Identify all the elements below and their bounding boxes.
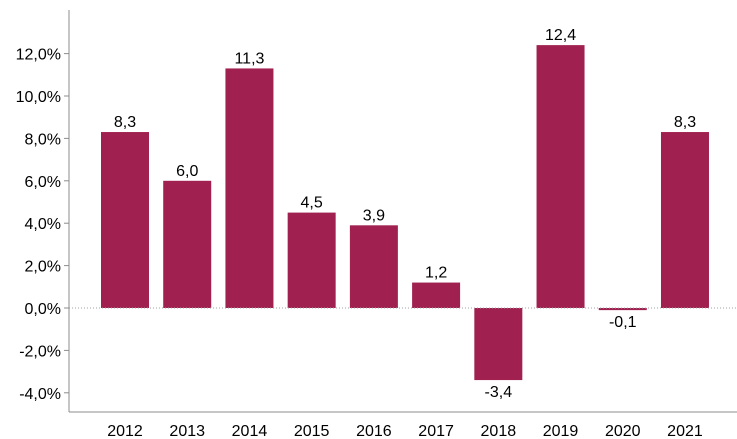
data-label: 8,3 (674, 114, 696, 131)
data-label: 11,3 (234, 50, 264, 67)
y-tick-label: -2,0% (19, 343, 61, 360)
x-tick-label: 2012 (107, 423, 143, 439)
data-labels: 8,3 6,0 11,3 4,5 3,9 1,2 -3,4 12,4 -0,1 8,3 (114, 27, 696, 401)
x-tick-label: 2013 (169, 423, 205, 439)
y-tick-label: -4,0% (19, 386, 61, 403)
y-tick-label: 10,0% (16, 89, 61, 106)
x-tick-label: 2015 (294, 423, 330, 439)
y-axis-ticks: -4,0% -2,0% 0,0% 2,0% 4,0% 6,0% 8,0% 10,0% 12,0% (16, 47, 69, 403)
bar (287, 212, 336, 308)
bar (536, 45, 585, 309)
x-axis-ticks: 2012 2013 2014 2015 2016 2017 2018 2019 2020 2021 (107, 423, 703, 439)
bar (598, 308, 647, 311)
x-tick-label: 2021 (667, 423, 703, 439)
y-tick-label: 2,0% (25, 259, 61, 276)
data-label: 4,5 (301, 195, 323, 212)
y-tick-label: 8,0% (25, 131, 61, 148)
y-tick-label: 0,0% (25, 301, 61, 318)
bar (412, 282, 461, 308)
data-label: 6,0 (176, 163, 198, 180)
x-tick-label: 2018 (481, 423, 517, 439)
data-label: 12,4 (545, 27, 576, 44)
bar (225, 68, 274, 308)
data-label: -3,4 (485, 384, 513, 401)
x-tick-label: 2014 (232, 423, 268, 439)
bar (660, 132, 709, 308)
data-label: 1,2 (425, 265, 447, 282)
x-tick-label: 2016 (356, 423, 392, 439)
x-tick-label: 2020 (605, 423, 641, 439)
bar (101, 132, 149, 308)
bar (349, 225, 398, 308)
data-label: 3,9 (363, 207, 385, 224)
bars (101, 45, 709, 381)
x-tick-label: 2017 (418, 423, 454, 439)
bar (163, 180, 212, 308)
data-label: -0,1 (609, 314, 637, 331)
bar (474, 308, 523, 381)
y-tick-label: 12,0% (16, 47, 61, 64)
x-tick-label: 2019 (543, 423, 579, 439)
y-tick-label: 6,0% (25, 174, 61, 191)
data-label: 8,3 (114, 114, 136, 131)
y-tick-label: 4,0% (25, 216, 61, 233)
